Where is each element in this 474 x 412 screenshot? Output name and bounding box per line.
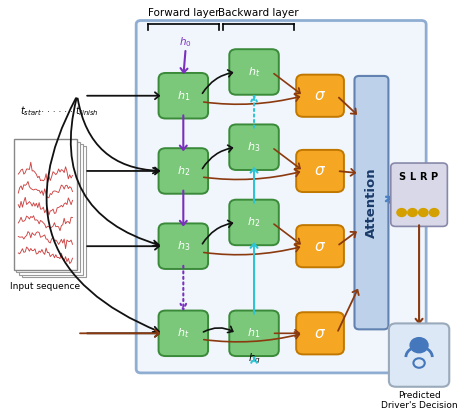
FancyBboxPatch shape (229, 49, 279, 95)
Text: $h_1$: $h_1$ (177, 89, 190, 103)
FancyBboxPatch shape (159, 223, 208, 269)
FancyBboxPatch shape (159, 73, 208, 119)
FancyBboxPatch shape (19, 144, 83, 275)
Circle shape (397, 208, 406, 216)
Text: $h_3$: $h_3$ (177, 239, 190, 253)
Text: Backward layer: Backward layer (219, 7, 299, 18)
Text: $t_{finish}$: $t_{finish}$ (75, 105, 99, 119)
FancyBboxPatch shape (296, 75, 344, 117)
Text: $h_3$: $h_3$ (247, 140, 261, 154)
FancyBboxPatch shape (355, 76, 388, 329)
FancyBboxPatch shape (14, 139, 77, 270)
FancyBboxPatch shape (389, 323, 449, 387)
Text: L: L (410, 172, 416, 182)
Text: Attention: Attention (365, 167, 378, 238)
Text: $\sigma$: $\sigma$ (314, 88, 326, 103)
Circle shape (410, 338, 428, 353)
Text: $h_0$: $h_0$ (179, 35, 192, 49)
Circle shape (419, 208, 428, 216)
Text: $\sigma$: $\sigma$ (314, 239, 326, 254)
Text: $h_t$: $h_t$ (177, 326, 190, 340)
FancyBboxPatch shape (229, 124, 279, 170)
Text: $h_1$: $h_1$ (247, 326, 261, 340)
Circle shape (429, 208, 439, 216)
Text: R: R (419, 172, 427, 182)
FancyBboxPatch shape (22, 146, 86, 277)
FancyBboxPatch shape (296, 150, 344, 192)
Text: Input sequence: Input sequence (10, 282, 81, 291)
FancyBboxPatch shape (229, 200, 279, 245)
FancyBboxPatch shape (229, 311, 279, 356)
FancyBboxPatch shape (296, 312, 344, 354)
Text: P: P (430, 172, 438, 182)
FancyBboxPatch shape (17, 142, 80, 272)
Text: $h_2$: $h_2$ (177, 164, 190, 178)
Text: $t_{start}$: $t_{start}$ (20, 105, 42, 119)
Text: Forward layer: Forward layer (147, 7, 219, 18)
Text: $\sigma$: $\sigma$ (314, 164, 326, 178)
Text: S: S (398, 172, 405, 182)
FancyBboxPatch shape (391, 163, 447, 227)
Text: . . . . . . . . .: . . . . . . . . . (24, 105, 73, 115)
FancyBboxPatch shape (159, 148, 208, 194)
Circle shape (408, 208, 417, 216)
Text: Predicted
Driver's Decision: Predicted Driver's Decision (381, 391, 457, 410)
Text: $h_q$: $h_q$ (247, 352, 261, 366)
FancyBboxPatch shape (159, 311, 208, 356)
FancyBboxPatch shape (296, 225, 344, 267)
FancyBboxPatch shape (136, 21, 426, 373)
Text: $\sigma$: $\sigma$ (314, 326, 326, 341)
Text: $h_t$: $h_t$ (248, 65, 260, 79)
Text: $h_2$: $h_2$ (247, 215, 261, 229)
